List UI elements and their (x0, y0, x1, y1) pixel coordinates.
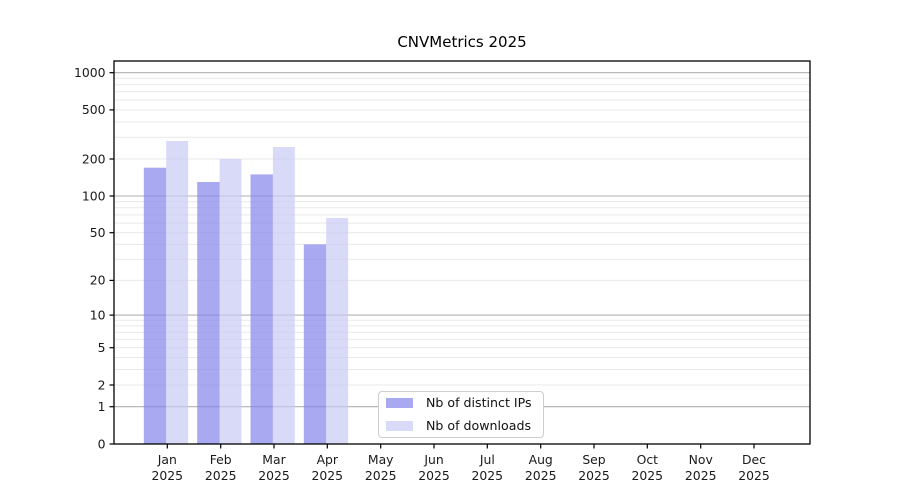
x-month-label: Dec (742, 452, 766, 467)
bar-feb-series0 (197, 182, 220, 444)
x-month-label: Sep (582, 452, 605, 467)
x-year-label: 2025 (312, 468, 344, 483)
x-year-label: 2025 (152, 468, 184, 483)
x-month-label: Jun (423, 452, 443, 467)
x-month-label: Aug (529, 452, 553, 467)
y-tick-label: 1 (98, 399, 106, 414)
plot-frame (113, 60, 811, 445)
y-tick-label: 0 (98, 436, 106, 451)
bar-apr-series1 (326, 218, 349, 444)
chart-title: CNVMetrics 2025 (397, 33, 527, 51)
x-year-label: 2025 (418, 468, 450, 483)
y-tick-label: 500 (82, 102, 106, 117)
legend: Nb of distinct IPs Nb of downloads (378, 391, 544, 438)
x-month-label: Apr (317, 452, 339, 467)
x-month-label: Nov (689, 452, 713, 467)
legend-swatch-distinct-ips (386, 398, 413, 408)
legend-label-downloads: Nb of downloads (426, 417, 532, 433)
y-tick-label: 1000 (74, 65, 106, 80)
x-month-label: Jan (157, 452, 177, 467)
bar-mar-series0 (250, 174, 273, 444)
x-year-label: 2025 (205, 468, 237, 483)
bar-mar-series1 (272, 147, 295, 444)
bar-jan-series0 (143, 167, 167, 444)
x-year-label: 2025 (738, 468, 770, 483)
x-month-label: Jul (479, 452, 495, 467)
x-year-label: 2025 (578, 468, 610, 483)
y-tick-label: 5 (98, 340, 106, 355)
y-tick-label: 200 (82, 151, 106, 166)
x-year-label: 2025 (525, 468, 557, 483)
x-month-label: Feb (210, 452, 232, 467)
bar-jan-series1 (166, 141, 189, 444)
y-tick-label: 50 (90, 225, 106, 240)
x-month-label: Oct (637, 452, 659, 467)
y-tick-label: 100 (82, 188, 106, 203)
x-month-label: Mar (262, 452, 286, 467)
legend-item-distinct-ips: Nb of distinct IPs (386, 394, 543, 413)
legend-label-distinct-ips: Nb of distinct IPs (426, 394, 532, 410)
x-year-label: 2025 (365, 468, 397, 483)
x-year-label: 2025 (632, 468, 664, 483)
y-tick-label: 2 (98, 377, 106, 392)
legend-swatch-downloads (386, 421, 413, 431)
y-tick-label: 10 (90, 307, 106, 322)
x-year-label: 2025 (472, 468, 504, 483)
bar-apr-series0 (303, 244, 327, 444)
x-month-label: May (368, 452, 394, 467)
bar-feb-series1 (219, 159, 242, 444)
legend-item-downloads: Nb of downloads (386, 417, 543, 436)
y-tick-label: 20 (90, 273, 106, 288)
x-year-label: 2025 (258, 468, 290, 483)
x-year-label: 2025 (685, 468, 717, 483)
